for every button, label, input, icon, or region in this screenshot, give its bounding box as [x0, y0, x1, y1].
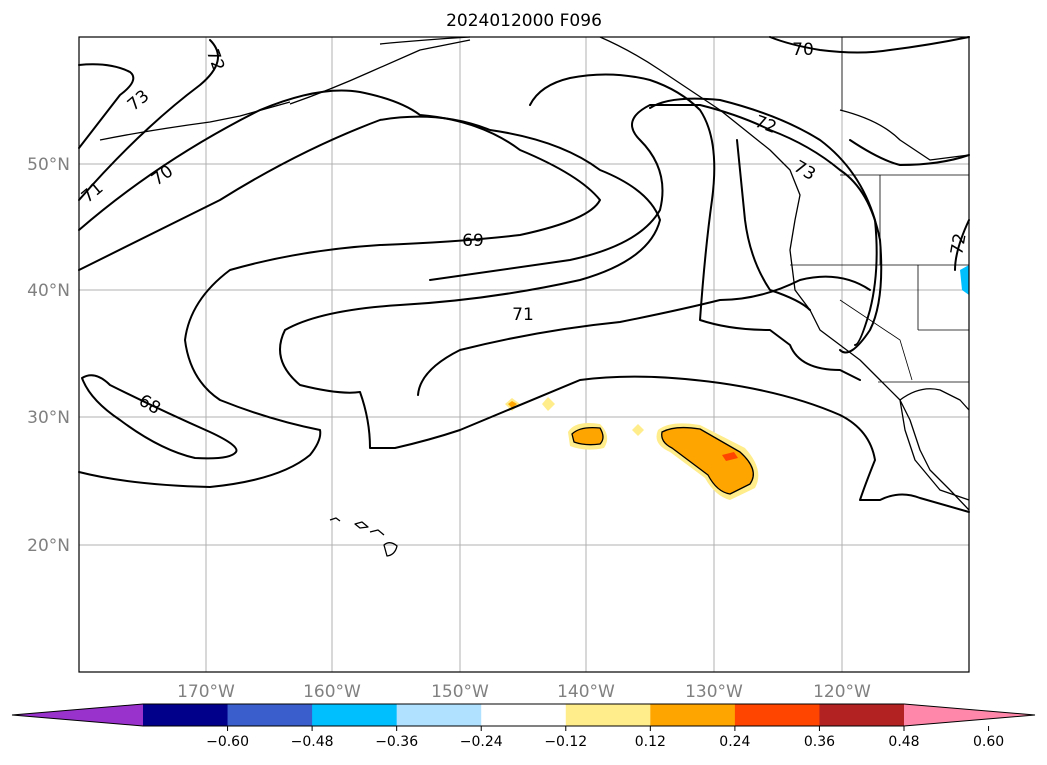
hawaii-maui	[369, 529, 385, 536]
colorbar-tick-label: −0.60	[206, 734, 249, 750]
colorbar: −0.60 −0.48 −0.36 −0.24 −0.12 0.12 0.24 0.36 0.4…	[11, 703, 1036, 750]
latitude-labels: 50°N 40°N 30°N 20°N	[27, 155, 70, 556]
hawaii-big-island	[383, 542, 398, 557]
isoline	[81, 374, 238, 460]
colorbar-segment	[396, 704, 482, 726]
map-panel: 73 72 71 70 69 71 68 70 72 73 72	[78, 36, 971, 673]
lon-label: 130°W	[685, 682, 743, 702]
coastlines	[99, 36, 970, 557]
graticule	[79, 37, 969, 672]
baja-gulf-coast	[899, 388, 970, 411]
colorbar-tick-label: 0.36	[804, 734, 835, 750]
contour-label: 71	[512, 305, 534, 325]
anomaly-orange-patch	[508, 401, 517, 408]
isoline	[649, 97, 878, 346]
isolines	[78, 36, 970, 513]
colorbar-tick-label: −0.48	[291, 734, 334, 750]
colorbar-extend-low	[12, 704, 143, 726]
isoline	[78, 115, 970, 513]
isoline	[417, 275, 871, 396]
lat-label: 30°N	[27, 408, 70, 428]
colorbar-tick-label: 0.24	[719, 734, 750, 750]
isoline	[954, 219, 970, 271]
canada-coast	[839, 109, 970, 161]
isoline	[849, 139, 970, 166]
colorbar-segment	[565, 704, 651, 726]
colorbar-segment	[312, 704, 398, 726]
california-nevada-border	[839, 299, 913, 381]
lat-label: 40°N	[27, 281, 70, 301]
colorbar-segment	[650, 704, 736, 726]
anomaly-orange-patch	[661, 427, 754, 494]
anomaly-blue-patch	[960, 265, 969, 295]
isoline	[78, 39, 219, 201]
isoline	[78, 89, 601, 488]
isoline	[429, 104, 883, 354]
isoline	[78, 63, 135, 149]
anomaly-orange-patch	[572, 427, 603, 445]
lon-label: 170°W	[177, 682, 235, 702]
colorbar-tick-label: −0.36	[375, 734, 418, 750]
map-frame	[78, 36, 970, 673]
colorbar-segment	[819, 704, 905, 726]
colorbar-tick-label: −0.24	[460, 734, 503, 750]
aleutian-islands	[99, 101, 291, 141]
aleutian-coast	[289, 39, 471, 105]
hawaii-kauai	[329, 517, 341, 522]
contour-label: 70	[792, 40, 814, 60]
lat-label: 20°N	[27, 536, 70, 556]
lon-label: 140°W	[557, 682, 615, 702]
colorbar-segment	[143, 704, 229, 726]
colorbar-outline	[11, 703, 1036, 727]
alaska-coast	[379, 36, 471, 45]
colorbar-tick-label: 0.60	[973, 734, 1004, 750]
colorbar-extend-high	[904, 704, 1035, 726]
contour-label: 72	[947, 232, 970, 257]
baja-peninsula	[899, 399, 970, 501]
isoline	[736, 139, 811, 311]
colorbar-tick-label: −0.12	[544, 734, 587, 750]
lon-label: 120°W	[813, 682, 871, 702]
lat-label: 50°N	[27, 155, 70, 175]
colorbar-tick-label: 0.48	[888, 734, 919, 750]
anomaly-outline	[571, 426, 754, 495]
longitude-labels: 170°W 160°W 150°W 140°W 130°W 120°W	[177, 682, 871, 702]
colorbar-segment	[734, 704, 820, 726]
colorbar-segment	[481, 704, 567, 726]
anomaly-red-patch	[722, 452, 738, 461]
lon-label: 150°W	[431, 682, 489, 702]
north-america-west-coast	[599, 36, 970, 511]
shaded-anomaly	[505, 265, 969, 500]
anomaly-yellow-patch	[632, 424, 644, 436]
contour-label: 69	[462, 231, 484, 251]
hawaii-oahu	[354, 521, 369, 529]
map-title: 2024012000 F096	[446, 11, 602, 31]
lon-label: 160°W	[303, 682, 361, 702]
anomaly-yellow-patch	[542, 397, 555, 411]
isoline	[769, 36, 970, 54]
colorbar-tick-label: 0.12	[635, 734, 666, 750]
isoline	[529, 73, 861, 381]
colorbar-segment	[227, 704, 313, 726]
